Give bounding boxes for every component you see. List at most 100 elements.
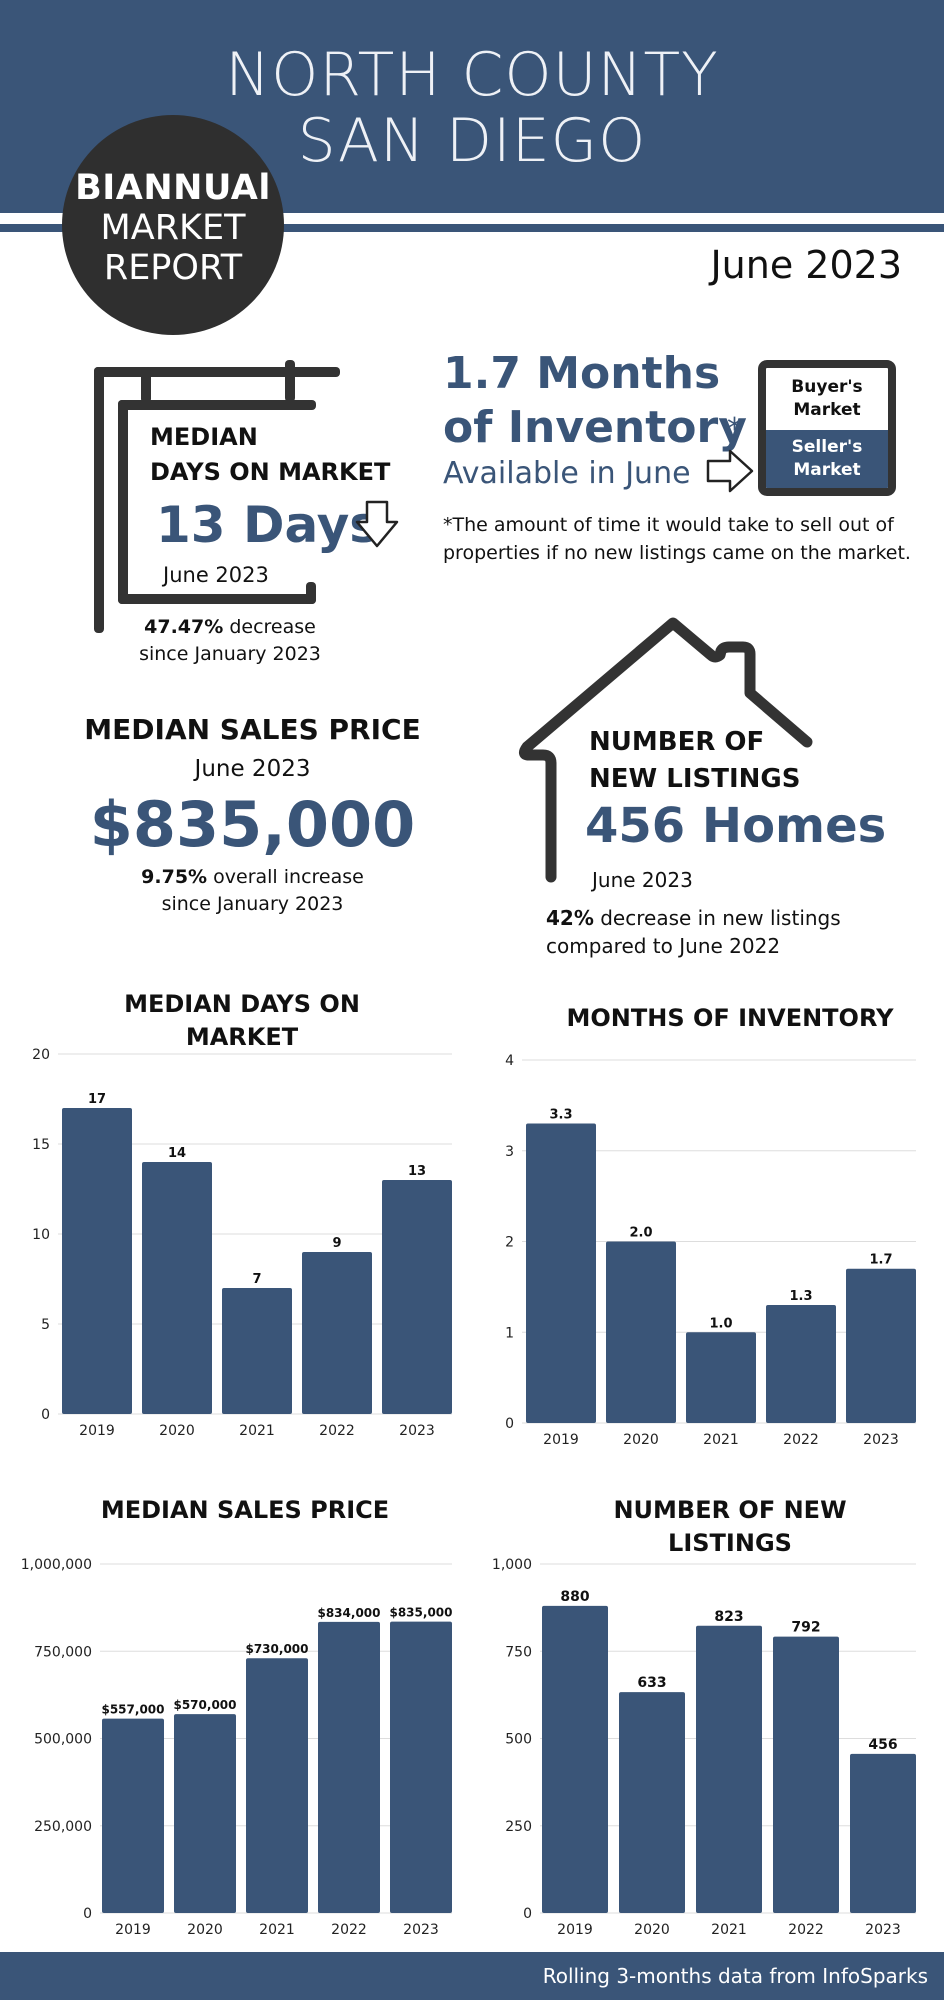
- nl-title-line-2: NEW LISTINGS: [589, 764, 801, 794]
- y-tick-label: 250,000: [34, 1819, 92, 1835]
- bar-value-label: 17: [88, 1092, 106, 1107]
- dom-date: June 2023: [163, 563, 269, 587]
- y-tick-label: 4: [505, 1053, 514, 1069]
- sign-post-connector-right: [285, 360, 295, 402]
- bar: [542, 1605, 608, 1913]
- sellers-line-2: Market: [793, 460, 861, 480]
- bar-value-label: $730,000: [245, 1642, 308, 1656]
- badge-line-1: BIANNUAl: [75, 168, 271, 208]
- y-tick-label: 1: [505, 1325, 514, 1341]
- x-tick-label: 2021: [703, 1432, 739, 1448]
- bar: [773, 1636, 839, 1913]
- bar-value-label: 456: [868, 1737, 897, 1753]
- x-tick-label: 2019: [543, 1432, 579, 1448]
- bar-value-label: 792: [791, 1620, 820, 1636]
- sellers-market-label: Seller's Market: [766, 430, 888, 488]
- y-tick-label: 10: [32, 1227, 50, 1243]
- msp-change-pct: 9.75%: [141, 866, 208, 888]
- title-line-1: NORTH COUNTY: [225, 40, 719, 110]
- dom-change-since: since January 2023: [139, 643, 321, 665]
- nl-title: NUMBER OF NEW LISTINGS: [589, 724, 800, 798]
- moi-headline-2: of Inventory: [443, 402, 747, 453]
- footer-source: Rolling 3-months data from InfoSparks: [542, 1964, 928, 1988]
- bar: [142, 1162, 212, 1414]
- nl-change: 42% decrease in new listings compared to…: [546, 904, 841, 960]
- y-tick-label: 1,000,000: [21, 1557, 92, 1573]
- market-sign: Buyer's Market Seller's Market: [758, 360, 896, 496]
- chart-title-line-1: MEDIAN DAYS ON: [124, 990, 360, 1018]
- sign-post-vertical: [94, 367, 104, 633]
- bar-value-label: $834,000: [317, 1606, 380, 1620]
- y-tick-label: 20: [32, 1047, 50, 1063]
- chart-title-line-1: NUMBER OF NEW: [613, 1496, 847, 1524]
- report-badge: BIANNUAl MARKET REPORT: [62, 115, 284, 335]
- buyers-market-label: Buyer's Market: [766, 368, 888, 428]
- x-tick-label: 2022: [331, 1922, 367, 1938]
- dom-change-pct: 47.47%: [144, 616, 224, 638]
- chart-dom: 0 5 10 15 20 17 2019 14 2020 7 2021 9 2022 13 2023: [32, 1047, 452, 1439]
- badge-line-3: REPORT: [103, 248, 243, 288]
- moi-headline-1: 1.7 Months: [443, 348, 721, 399]
- bar-value-label: 3.3: [549, 1108, 572, 1123]
- y-tick-label: 500,000: [34, 1732, 92, 1748]
- y-tick-label: 750,000: [34, 1644, 92, 1660]
- bar: [686, 1332, 756, 1423]
- bar-value-label: 14: [168, 1146, 186, 1161]
- sign-frame-left: [118, 400, 128, 604]
- nl-value: 456 Homes: [585, 798, 887, 854]
- sign-post-connector-left: [141, 367, 151, 403]
- nl-change-line-2: compared to June 2022: [546, 934, 781, 958]
- y-tick-label: 0: [83, 1906, 92, 1922]
- moi-asterisk: *: [727, 412, 742, 447]
- bar-value-label: $835,000: [389, 1606, 452, 1620]
- x-tick-label: 2022: [319, 1423, 355, 1439]
- bar: [766, 1305, 836, 1423]
- right-arrow-icon: [706, 449, 754, 493]
- bar-value-label: 1.7: [869, 1253, 892, 1268]
- bar: [222, 1288, 292, 1414]
- bar-value-label: 9: [332, 1236, 341, 1251]
- nl-change-pct: 42%: [546, 906, 594, 930]
- x-tick-label: 2019: [115, 1922, 151, 1938]
- bar-value-label: 13: [408, 1164, 426, 1179]
- msp-change-text: overall increase: [207, 866, 364, 888]
- y-tick-label: 5: [41, 1317, 50, 1333]
- nl-date: June 2023: [592, 868, 693, 892]
- msp-date: June 2023: [194, 756, 311, 782]
- x-tick-label: 2022: [783, 1432, 819, 1448]
- x-tick-label: 2021: [239, 1423, 275, 1439]
- bar: [302, 1252, 372, 1414]
- bar: [850, 1753, 916, 1913]
- moi-subline: Available in June: [443, 456, 691, 491]
- bar-value-label: 7: [252, 1272, 261, 1287]
- dom-title-line-2: DAYS ON MARKET: [150, 458, 391, 486]
- dom-change-text: decrease: [223, 616, 316, 638]
- title-line-2: SAN DIEGO: [297, 106, 647, 176]
- x-tick-label: 2020: [634, 1922, 670, 1938]
- y-tick-label: 2: [505, 1235, 514, 1251]
- dom-value: 13 Days: [156, 496, 380, 554]
- msp-value: $835,000: [89, 788, 416, 861]
- buyers-line-1: Buyer's: [791, 377, 863, 397]
- badge-line-2: MARKET: [100, 208, 246, 248]
- bar: [62, 1108, 132, 1414]
- y-tick-label: 15: [32, 1137, 50, 1153]
- chart-title-line-1: MONTHS OF INVENTORY: [566, 1004, 894, 1032]
- bar: [696, 1625, 762, 1913]
- dom-change: 47.47% decrease since January 2023: [110, 614, 350, 668]
- bar-value-label: 2.0: [629, 1226, 652, 1241]
- bar: [246, 1658, 308, 1913]
- x-tick-label: 2019: [79, 1423, 115, 1439]
- y-tick-label: 0: [505, 1416, 514, 1432]
- house-outline-icon: [518, 617, 813, 883]
- bar: [606, 1241, 676, 1423]
- bar-value-label: 633: [637, 1675, 666, 1691]
- chart-title-moi: MONTHS OF INVENTORY: [520, 1002, 940, 1035]
- sign-frame-top: [118, 400, 316, 410]
- buyers-line-2: Market: [793, 400, 861, 420]
- bar: [174, 1714, 236, 1913]
- x-tick-label: 2023: [399, 1423, 435, 1439]
- y-tick-label: 500: [505, 1732, 532, 1748]
- chart-msp: 0 250,000 500,000 750,000 1,000,000 $557,000 2…: [21, 1557, 453, 1938]
- bar-value-label: 1.0: [709, 1316, 732, 1331]
